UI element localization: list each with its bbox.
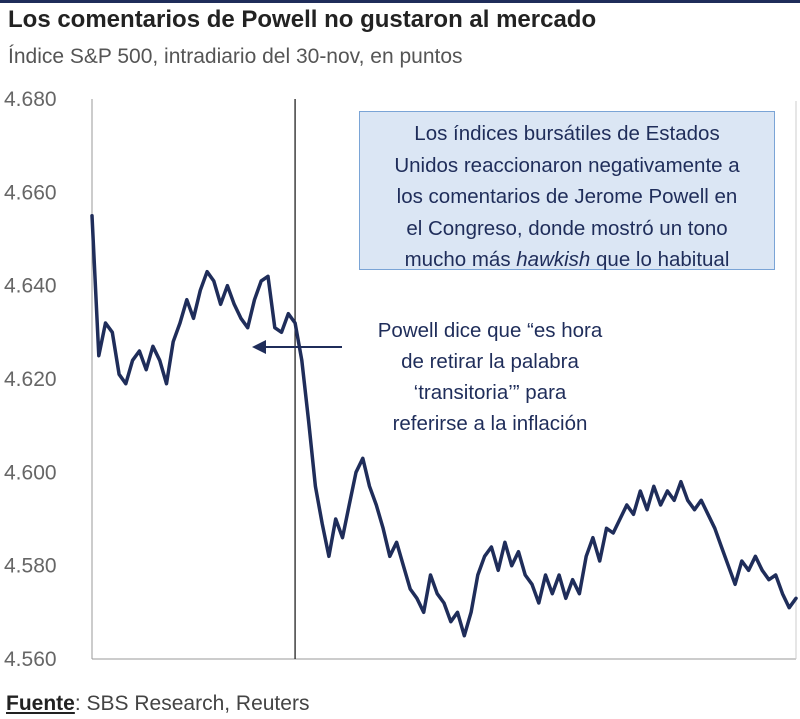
powell-annotation: Powell dice que “es hora de retirar la p… [377, 319, 603, 435]
callout-box: Los índices bursátiles de Estados Unidos… [359, 111, 775, 271]
callout-line: los comentarios de Jerome Powell en [396, 185, 738, 208]
callout-line: Unidos reaccionaron negativamente a [394, 153, 740, 177]
y-tick-label: 4.620 [4, 368, 57, 391]
callout-text: que lo habitual [590, 248, 730, 271]
y-tick-label: 4.600 [4, 461, 57, 484]
y-tick-label: 4.560 [4, 648, 57, 671]
chart-title: Los comentarios de Powell no gustaron al… [8, 6, 597, 33]
y-axis-ticks: 4.560 4.580 4.600 4.620 4.640 4.660 4.680 [4, 88, 57, 671]
callout-text: mucho más [404, 248, 517, 271]
annotation-arrow [252, 340, 342, 354]
callout-emphasis: hawkish [516, 248, 591, 271]
sp500-series-line [90, 213, 798, 638]
y-tick-label: 4.680 [4, 88, 57, 111]
callout-line: Los índices bursátiles de Estados [414, 122, 720, 145]
source-text: : SBS Research, Reuters [74, 692, 310, 715]
chart-subtitle: Índice S&P 500, intradiario del 30-nov, … [8, 45, 463, 68]
y-tick-label: 4.640 [4, 275, 57, 298]
callout-line: el Congreso, donde mostró un tono [406, 216, 728, 240]
y-tick-label: 4.660 [4, 181, 57, 204]
callout-line: mucho más hawkish que lo habitual [360, 244, 774, 276]
source-label: Fuente [6, 692, 75, 715]
y-tick-label: 4.580 [4, 555, 57, 578]
source-note: Fuente: SBS Research, Reuters [6, 692, 309, 716]
top-rule [0, 0, 800, 3]
